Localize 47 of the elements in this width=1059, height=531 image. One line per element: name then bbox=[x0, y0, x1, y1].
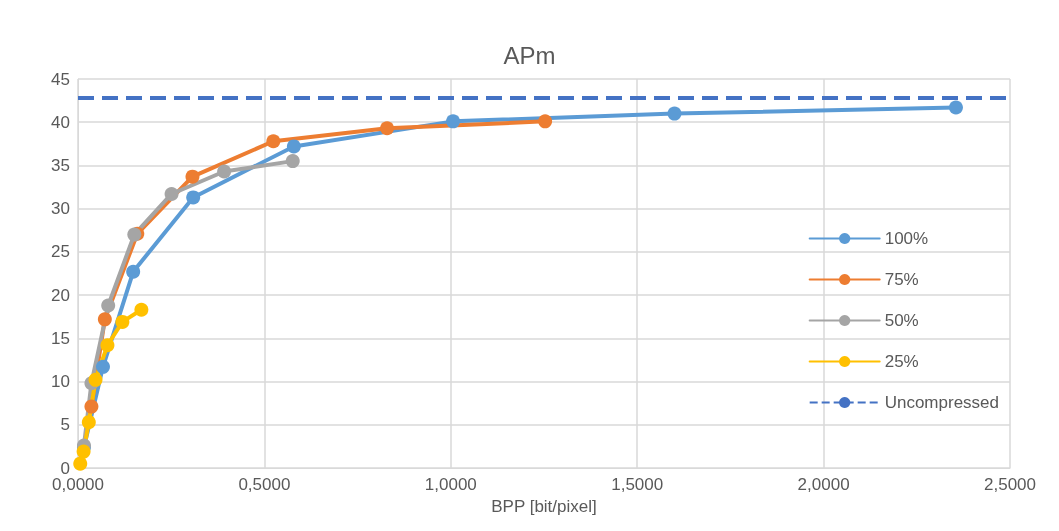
y-tick-label: 35 bbox=[51, 155, 70, 175]
y-tick-label: 15 bbox=[51, 328, 70, 348]
x-tick-label: 0,5000 bbox=[238, 475, 291, 494]
point bbox=[97, 312, 112, 327]
point bbox=[134, 302, 149, 317]
point bbox=[185, 169, 200, 184]
point bbox=[285, 154, 300, 169]
point bbox=[76, 444, 91, 459]
point bbox=[217, 164, 232, 179]
y-tick-label: 40 bbox=[51, 112, 70, 132]
legend-label: Uncompressed bbox=[884, 393, 999, 412]
x-tick-label: 2,0000 bbox=[797, 475, 850, 494]
point bbox=[286, 139, 301, 154]
point bbox=[95, 359, 110, 374]
legend-label: 25% bbox=[884, 352, 919, 371]
x-tick-label: 0,0000 bbox=[52, 475, 104, 494]
point bbox=[101, 298, 116, 313]
point bbox=[186, 190, 201, 205]
point bbox=[81, 415, 96, 430]
point bbox=[126, 264, 141, 279]
point bbox=[84, 399, 99, 414]
y-tick-label: 10 bbox=[51, 372, 70, 392]
y-tick-label: 5 bbox=[60, 415, 70, 435]
y-tick-label: 45 bbox=[51, 69, 70, 89]
point bbox=[88, 372, 103, 387]
point bbox=[100, 338, 115, 353]
x-tick-label: 2,5000 bbox=[984, 475, 1036, 494]
point bbox=[538, 114, 553, 129]
point bbox=[73, 456, 88, 471]
chart-title: APm bbox=[503, 41, 556, 69]
point bbox=[115, 314, 130, 329]
point bbox=[948, 100, 963, 115]
x-tick-label: 1,5000 bbox=[611, 475, 664, 494]
point bbox=[266, 134, 281, 149]
y-tick-label: 25 bbox=[51, 242, 70, 262]
x-tick-label: 1,0000 bbox=[424, 475, 477, 494]
point bbox=[164, 186, 179, 201]
point bbox=[446, 114, 461, 129]
legend-label: 50% bbox=[884, 311, 919, 330]
x-axis-title: BPP [bit/pixel] bbox=[491, 496, 597, 516]
point bbox=[380, 121, 395, 136]
y-tick-label: 20 bbox=[51, 285, 70, 305]
legend-label: 75% bbox=[884, 270, 919, 289]
y-tick-label: 0 bbox=[60, 458, 70, 478]
legend-label: 100% bbox=[884, 229, 929, 248]
point bbox=[667, 106, 682, 121]
y-tick-label: 30 bbox=[51, 199, 70, 219]
